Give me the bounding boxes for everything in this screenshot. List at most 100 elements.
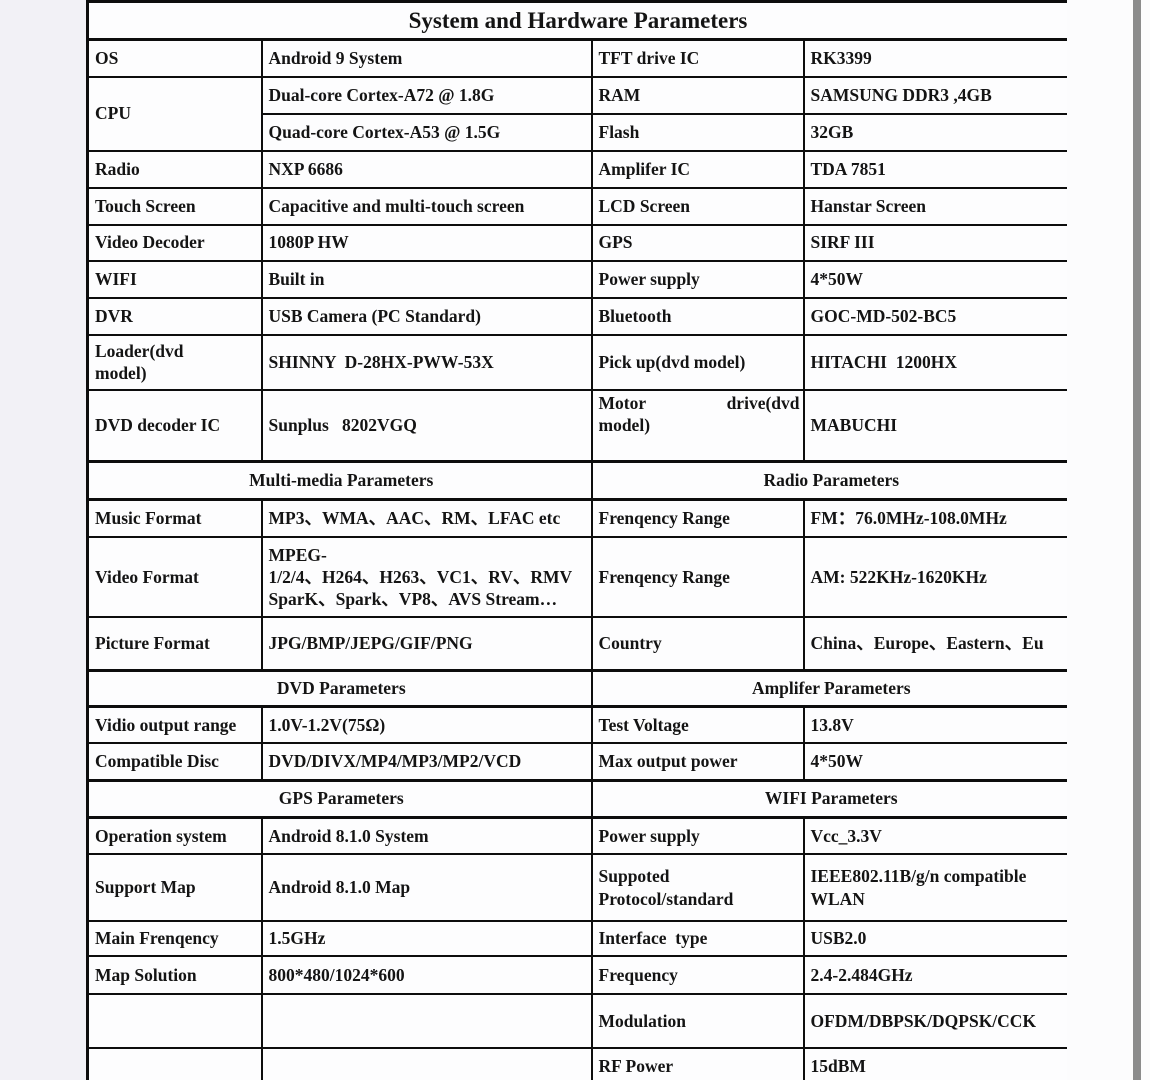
spec-label: GPS xyxy=(590,223,805,262)
spec-value: 15dBM xyxy=(802,1047,1070,1080)
spec-label: Max output power xyxy=(590,742,805,782)
table-row: Music Format MP3、WMA、AAC、RM、LFAC etc Frenq… xyxy=(86,498,1070,539)
spec-value: Android 8.1.0 Map xyxy=(260,853,593,923)
spec-label: Test Voltage xyxy=(590,705,805,745)
spec-value: MABUCHI xyxy=(802,388,1070,463)
table-row: Picture Format JPG/BMP/JEPG/GIF/PNG Countr… xyxy=(86,616,1070,672)
table-row: Operation system Android 8.1.0 System Powe… xyxy=(86,816,1070,856)
table-row: Modulation OFDM/DBPSK/DQPSK/CCK xyxy=(86,993,1070,1050)
spec-value: 4*50W xyxy=(802,742,1070,782)
table-row: Radio NXP 6686 Amplifer IC TDA 7851 xyxy=(86,149,1070,189)
spec-value: Vcc_3.3V xyxy=(802,816,1070,856)
spec-value: 32GB xyxy=(802,112,1070,152)
spec-value: Hanstar Screen xyxy=(802,186,1070,226)
spec-label: Main Frenqency xyxy=(86,920,263,958)
spec-label: Suppoted Protocol/standard xyxy=(590,853,805,923)
spec-label: Operation system xyxy=(86,816,263,856)
spec-label: RAM xyxy=(590,75,805,115)
section-header-row: Multi-media Parameters Radio Parameters xyxy=(86,459,1070,501)
spec-value: OFDM/DBPSK/DQPSK/CCK xyxy=(802,993,1070,1050)
spec-value xyxy=(260,993,593,1050)
spec-value: USB Camera (PC Standard) xyxy=(260,296,593,336)
spec-value: Android 8.1.0 System xyxy=(260,816,593,856)
table-title: System and Hardware Parameters xyxy=(86,0,1070,41)
spec-label: Bluetooth xyxy=(590,296,805,336)
spec-label: WIFI xyxy=(86,259,263,299)
spec-value: 2.4-2.484GHz xyxy=(802,955,1070,996)
spec-label: Pick up(dvd model) xyxy=(590,333,805,391)
table-row: CPU Dual-core Cortex-A72 @ 1.8G RAM SAMSUNG… xyxy=(86,75,1070,152)
table-row: Support Map Android 8.1.0 Map Suppoted Pro… xyxy=(86,853,1070,923)
section-header: DVD Parameters xyxy=(86,668,593,708)
spec-label: Flash xyxy=(590,112,805,152)
spec-value: USB2.0 xyxy=(802,920,1070,958)
spec-value: NXP 6686 xyxy=(260,149,593,189)
spec-label: Support Map xyxy=(86,853,263,923)
spec-value xyxy=(260,1047,593,1080)
spec-label: DVR xyxy=(86,296,263,336)
table-row: Main Frenqency 1.5GHz Interface type USB2.0 xyxy=(86,920,1070,958)
spec-label: TFT drive IC xyxy=(590,38,805,78)
scrollbar-thumb[interactable] xyxy=(1133,0,1141,1080)
section-header: Multi-media Parameters xyxy=(86,459,593,501)
table-row: DVD decoder IC Sunplus 8202VGQ Motor drive… xyxy=(86,388,1070,463)
table-row: Loader(dvd model) SHINNY D-28HX-PWW-53X Pi… xyxy=(86,333,1070,391)
spec-value: IEEE802.11B/g/n compatible WLAN xyxy=(802,853,1070,923)
spec-label: Picture Format xyxy=(86,616,263,672)
spec-value: JPG/BMP/JEPG/GIF/PNG xyxy=(260,616,593,672)
spec-label: Vidio output range xyxy=(86,705,263,745)
spec-label: Country xyxy=(590,616,805,672)
spec-label: Loader(dvd model) xyxy=(86,333,263,391)
table-row: Map Solution 800*480/1024*600 Frequency 2.4… xyxy=(86,955,1070,996)
spec-label: CPU xyxy=(86,75,263,152)
spec-label xyxy=(86,993,263,1050)
spec-value: 13.8V xyxy=(802,705,1070,745)
spec-table-body: System and Hardware Parameters OS Android … xyxy=(86,0,1070,1080)
spec-value: China、Europe、Eastern、Eu xyxy=(802,616,1070,672)
spec-label: Amplifer IC xyxy=(590,149,805,189)
spec-value: Built in xyxy=(260,259,593,299)
spec-value: SIRF III xyxy=(802,223,1070,262)
section-header: GPS Parameters xyxy=(86,778,593,819)
spec-value: DVD/DIVX/MP4/MP3/MP2/VCD xyxy=(260,742,593,782)
section-header-row: GPS Parameters WIFI Parameters xyxy=(86,778,1070,819)
table-row: Video Format MPEG- 1/2/4、H264、H263、VC1、RV… xyxy=(86,536,1070,619)
section-header: Amplifer Parameters xyxy=(590,668,1070,708)
table-row: Vidio output range 1.0V-1.2V(75Ω) Test Vol… xyxy=(86,705,1070,745)
spec-label: LCD Screen xyxy=(590,186,805,226)
spec-label: Power supply xyxy=(590,816,805,856)
table-row: Compatible Disc DVD/DIVX/MP4/MP3/MP2/VCD M… xyxy=(86,742,1070,782)
spec-label: Video Decoder xyxy=(86,223,263,262)
spec-value: MPEG- 1/2/4、H264、H263、VC1、RV、RMV SparK、S… xyxy=(260,536,593,619)
spec-value: Android 9 System xyxy=(260,38,593,78)
spec-label: Modulation xyxy=(590,993,805,1050)
spec-value: Dual-core Cortex-A72 @ 1.8G xyxy=(260,75,593,115)
section-header: Radio Parameters xyxy=(590,459,1070,501)
spec-value: 1080P HW xyxy=(260,223,593,262)
spec-value: FM：76.0MHz-108.0MHz xyxy=(802,498,1070,539)
table-row: WIFI Built in Power supply 4*50W xyxy=(86,259,1070,299)
spec-label: Video Format xyxy=(86,536,263,619)
spec-label: OS xyxy=(86,38,263,78)
spec-label: Motor drive(dvd model) xyxy=(590,388,805,463)
spec-value: 4*50W xyxy=(802,259,1070,299)
spec-label: Interface type xyxy=(590,920,805,958)
section-header: WIFI Parameters xyxy=(590,778,1070,819)
spec-label: Compatible Disc xyxy=(86,742,263,782)
spec-value: HITACHI 1200HX xyxy=(802,333,1070,391)
spec-value: Capacitive and multi-touch screen xyxy=(260,186,593,226)
spec-table: System and Hardware Parameters OS Android … xyxy=(86,0,1071,1080)
table-row: RF Power 15dBM xyxy=(86,1047,1070,1080)
spec-value: SAMSUNG DDR3 ,4GB xyxy=(802,75,1070,115)
spec-value: SHINNY D-28HX-PWW-53X xyxy=(260,333,593,391)
spec-label: Frenqency Range xyxy=(590,536,805,619)
document-area: System and Hardware Parameters OS Android … xyxy=(86,0,1071,1080)
table-row: OS Android 9 System TFT drive IC RK3399 xyxy=(86,38,1070,78)
spec-value: Sunplus 8202VGQ xyxy=(260,388,593,463)
table-row: DVR USB Camera (PC Standard) Bluetooth GOC-… xyxy=(86,296,1070,336)
spec-label xyxy=(86,1047,263,1080)
spec-label: Music Format xyxy=(86,498,263,539)
spec-value: RK3399 xyxy=(802,38,1070,78)
spec-label: Frequency xyxy=(590,955,805,996)
spec-label: Frenqency Range xyxy=(590,498,805,539)
